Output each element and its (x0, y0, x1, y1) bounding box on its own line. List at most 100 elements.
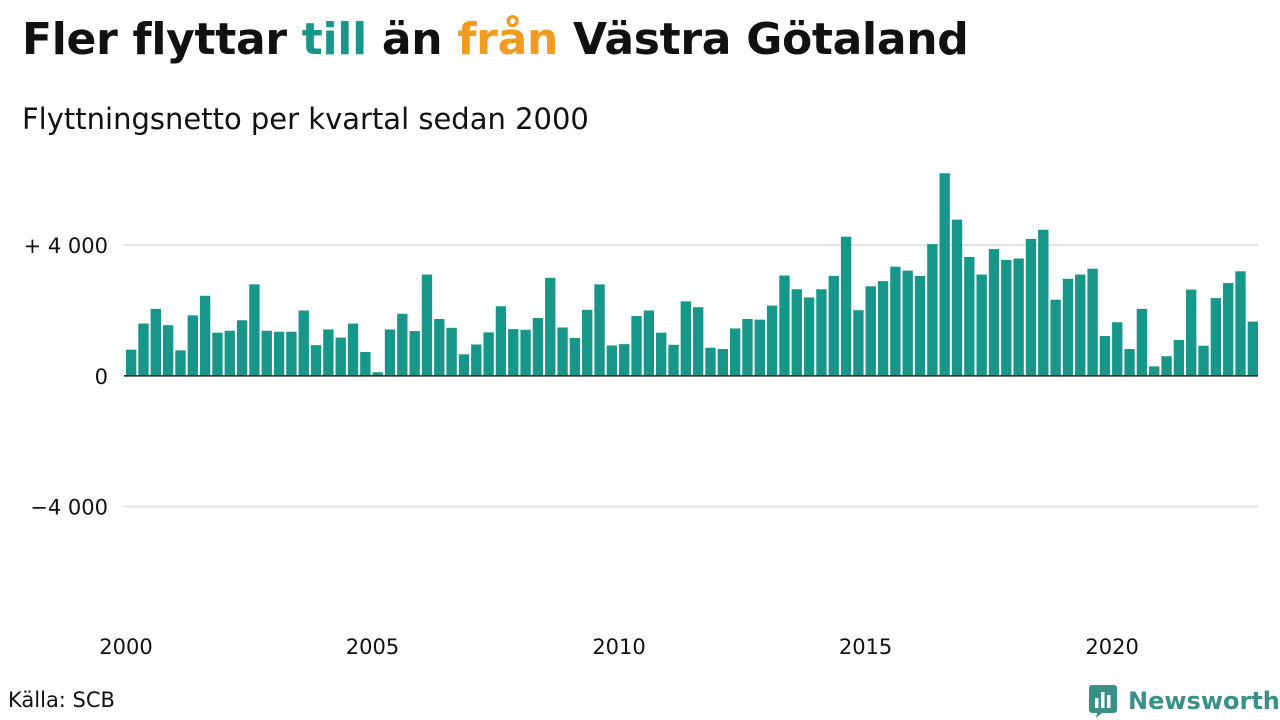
bar (508, 329, 519, 376)
bar (1186, 289, 1197, 376)
bar (927, 244, 938, 376)
title-part-3: Västra Götaland (558, 14, 969, 65)
bar (212, 332, 223, 376)
y-tick-label: −4 000 (30, 496, 108, 520)
bar (939, 173, 950, 376)
axes: + 4 000 0 −4 000 2000 2005 2010 2015 2020 (24, 234, 1258, 659)
bar (1223, 283, 1234, 376)
bar (803, 297, 815, 376)
bar (816, 289, 827, 376)
bar (692, 307, 704, 376)
bar (865, 286, 876, 376)
bars (125, 173, 1259, 376)
bar (323, 329, 334, 376)
bar (619, 344, 630, 376)
x-tick-label: 2015 (839, 635, 892, 659)
bar (853, 310, 864, 376)
bar (877, 281, 889, 376)
bar (286, 331, 297, 376)
bar (631, 316, 642, 376)
x-tick-label: 2005 (346, 635, 399, 659)
title-part-1: Fler flyttar (22, 14, 302, 65)
bar (495, 306, 507, 376)
y-tick-label: + 4 000 (24, 234, 108, 258)
newsworthy-logo: Newsworthy (1088, 683, 1280, 719)
bar (840, 236, 852, 376)
bar (224, 330, 235, 376)
bar (1050, 299, 1061, 376)
bar (360, 351, 371, 376)
bar (779, 275, 790, 376)
bar (273, 331, 285, 376)
bar (1038, 229, 1049, 376)
bar (187, 315, 198, 376)
bar (668, 344, 679, 376)
bar (175, 350, 186, 376)
bar (729, 328, 741, 376)
bar (902, 270, 913, 376)
bar (1075, 274, 1086, 376)
title-part-2: än (366, 14, 458, 65)
bar (434, 318, 445, 376)
bar (1001, 259, 1012, 376)
x-tick-label: 2010 (592, 635, 645, 659)
bar (335, 337, 346, 376)
bar (976, 274, 987, 376)
bar (446, 327, 457, 376)
bar (261, 330, 272, 376)
bar (1013, 258, 1024, 376)
bar (545, 277, 556, 376)
x-tick-label: 2000 (99, 635, 152, 659)
bar (656, 332, 667, 376)
bar (347, 323, 359, 376)
bar (594, 284, 605, 376)
bar (914, 275, 926, 376)
title-till: till (301, 14, 367, 65)
bar (1025, 238, 1037, 376)
x-tick-label: 2020 (1085, 635, 1138, 659)
chart-subtitle: Flyttningsnetto per kvartal sedan 2000 (22, 102, 589, 136)
bar (1149, 366, 1160, 376)
bar (1087, 268, 1098, 376)
bar (384, 329, 396, 376)
bar (471, 344, 482, 376)
source-label: Källa: SCB (8, 688, 115, 712)
bar (1173, 339, 1185, 376)
bar (236, 320, 248, 376)
bar (964, 256, 975, 376)
bar (557, 327, 568, 376)
bar (606, 345, 618, 376)
gridlines (124, 244, 1258, 508)
bar (1161, 356, 1172, 376)
bar (150, 308, 161, 376)
bar (409, 331, 420, 376)
bar (199, 295, 211, 376)
bar (249, 284, 260, 376)
bar (754, 319, 765, 376)
bar (1247, 321, 1259, 376)
bar (1136, 308, 1148, 376)
bar (1099, 335, 1111, 376)
title-fran: från (457, 14, 558, 65)
bar (582, 309, 593, 376)
bar (705, 347, 716, 376)
bar (569, 337, 581, 376)
bar (1124, 349, 1135, 376)
bar (298, 310, 309, 376)
bar (988, 249, 1000, 376)
y-tick-label: 0 (95, 365, 108, 389)
bar (742, 318, 753, 376)
bar (138, 323, 149, 376)
bar (766, 305, 778, 376)
bar (828, 275, 839, 376)
bar (890, 266, 901, 376)
bar (532, 318, 544, 376)
bar (1062, 278, 1074, 376)
bar (1112, 322, 1123, 376)
bar (421, 274, 433, 376)
bar (791, 289, 802, 376)
bar (951, 219, 963, 376)
chart-title: Fler flyttar till än från Västra Götalan… (22, 14, 969, 65)
bar (125, 349, 137, 376)
